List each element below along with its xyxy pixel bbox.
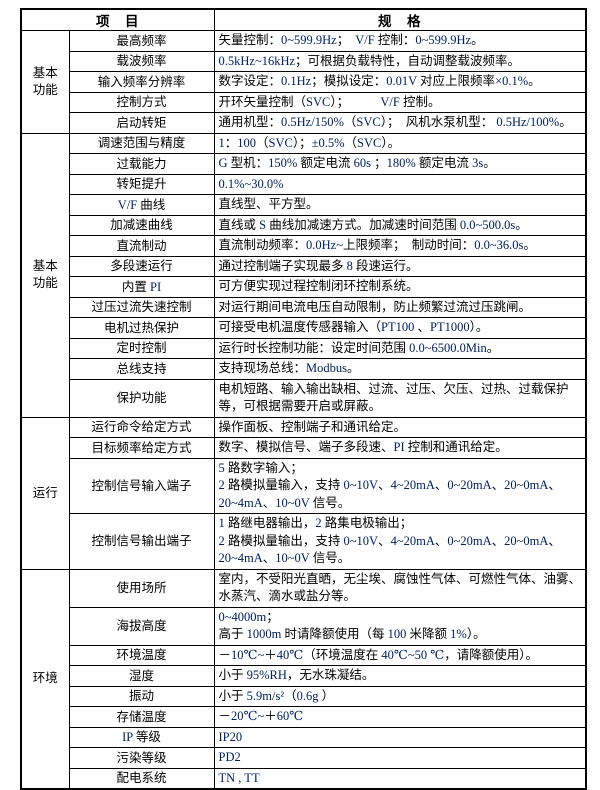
- spec-humidity: 小于 95%RH，无水珠凝结。: [213, 665, 587, 687]
- spec-control-output-terminals: 1 路继电器输出，2 路集电极输出； 2 路模拟量输出，支持 0~10V、4~2…: [213, 513, 587, 570]
- spec-vibration: 小于 5.9m/s²（0.6g ）: [213, 685, 587, 707]
- spec-usage-site: 室内，不受阳光直晒，无尘埃、腐蚀性气体、可燃性气体、油雾、水蒸汽、滴水或盐分等。: [213, 568, 587, 608]
- spec-vf-curve: 直线型、平方型。: [213, 194, 587, 216]
- spec-speed-range-accuracy: 1：100（SVC）；±0.5%（SVC）。: [213, 132, 587, 154]
- category-basic-functions-2: 基本功能: [20, 132, 70, 418]
- spec-control-input-terminals: 5 路数字输入； 2 路模拟量输入，支持 0~10V、4~20mA、0~20mA…: [213, 457, 587, 514]
- spec-accel-decel-curve: 直线或 S 曲线加减速方式。加减速时间范围 0.0~500.0s。: [213, 214, 587, 236]
- spec-torque-boost: 0.1%~30.0%: [213, 173, 587, 195]
- item-stall-control: 过压过流失速控制: [68, 296, 215, 318]
- item-input-frequency-resolution: 输入频率分辨率: [68, 71, 215, 93]
- spec-input-frequency-resolution: 数字设定：0.1Hz；模拟设定：0.01V 对应上限频率×0.1%。: [213, 71, 587, 93]
- spec-max-frequency: 矢量控制：0~599.9Hz； V/F 控制：0~599.9Hz。: [213, 30, 587, 52]
- category-basic-functions-1: 基本功能: [20, 30, 70, 134]
- item-torque-boost: 转矩提升: [68, 173, 215, 195]
- spec-ambient-temperature: －10℃~＋40℃（环境温度在 40℃~50 ℃，请降额使用）。: [213, 644, 587, 666]
- spec-overload-capacity: G 型机：150% 额定电流 60s ；180% 额定电流 3s。: [213, 153, 587, 175]
- item-motor-overheat-protection: 电机过热保护: [68, 317, 215, 339]
- item-ambient-temperature: 环境温度: [68, 644, 215, 666]
- spec-protection-functions: 电机短路、输入输出缺相、过流、过压、欠压、过热、过载保护等，可根据需要开启或屏蔽…: [213, 378, 587, 418]
- item-control-mode: 控制方式: [68, 91, 215, 113]
- item-accel-decel-curve: 加减速曲线: [68, 214, 215, 236]
- header-spec-column: 规 格: [213, 8, 587, 31]
- item-starting-torque: 启动转矩: [68, 112, 215, 134]
- item-speed-range-accuracy: 调速范围与精度: [68, 132, 215, 154]
- item-control-output-terminals: 控制信号输出端子: [68, 513, 215, 570]
- category-operation: 运行: [20, 416, 70, 570]
- spec-stall-control: 对运行期间电流电压自动限制，防止频繁过流过压跳闸。: [213, 296, 587, 318]
- item-usage-site: 使用场所: [68, 568, 215, 608]
- spec-run-command-source: 操作面板、控制端子和通讯给定。: [213, 416, 587, 438]
- spec-motor-overheat-protection: 可接受电机温度传感器输入（PT100 、PT1000）。: [213, 317, 587, 339]
- spec-carrier-frequency: 0.5kHz~16kHz；可根据负载特性，自动调整载波频率。: [213, 50, 587, 72]
- spec-multi-speed-operation: 通过控制端子实现最多 8 段速运行。: [213, 255, 587, 277]
- item-bus-support: 总线支持: [68, 358, 215, 380]
- item-altitude: 海拔高度: [68, 606, 215, 646]
- spec-dc-braking: 直流制动频率：0.0Hz~上限频率； 制动时间：0.0~36.0s。: [213, 235, 587, 257]
- spec-power-distribution-system: TN , TT: [213, 767, 587, 790]
- item-vibration: 振动: [68, 685, 215, 707]
- item-run-command-source: 运行命令给定方式: [68, 416, 215, 438]
- spec-control-mode: 开环矢量控制（SVC）； V/F 控制。: [213, 91, 587, 113]
- item-protection-functions: 保护功能: [68, 378, 215, 418]
- item-target-frequency-source: 目标频率给定方式: [68, 437, 215, 459]
- item-dc-braking: 直流制动: [68, 235, 215, 257]
- item-vf-curve: V/F 曲线: [68, 194, 215, 216]
- spec-ip-rating: IP20: [213, 726, 587, 748]
- spec-target-frequency-source: 数字、模拟信号、端子多段速、PI 控制和通讯给定。: [213, 437, 587, 459]
- spec-table: 项 目 规 格 基本功能 最高频率 矢量控制：0~599.9Hz； V/F 控制…: [20, 8, 587, 790]
- item-humidity: 湿度: [68, 665, 215, 687]
- item-max-frequency: 最高频率: [68, 30, 215, 52]
- document-page: { "colors": { "latin_text": "#002060", "…: [20, 8, 587, 790]
- item-control-input-terminals: 控制信号输入端子: [68, 457, 215, 514]
- item-overload-capacity: 过载能力: [68, 153, 215, 175]
- item-carrier-frequency: 载波频率: [68, 50, 215, 72]
- item-built-in-pi: 内置 PI: [68, 276, 215, 298]
- spec-pollution-degree: PD2: [213, 747, 587, 769]
- item-multi-speed-operation: 多段速运行: [68, 255, 215, 277]
- spec-altitude: 0~4000m； 高于 1000m 时请降额使用（每 100 米降额 1%）。: [213, 606, 587, 646]
- item-storage-temperature: 存储温度: [68, 706, 215, 728]
- category-environment: 环境: [20, 568, 70, 790]
- header-item-column: 项 目: [20, 8, 215, 31]
- item-ip-rating: IP 等级: [68, 726, 215, 748]
- item-timing-control: 定时控制: [68, 337, 215, 359]
- item-pollution-degree: 污染等级: [68, 747, 215, 769]
- spec-storage-temperature: －20℃~＋60℃: [213, 706, 587, 728]
- spec-timing-control: 运行时长控制功能：设定时间范围 0.0~6500.0Min。: [213, 337, 587, 359]
- spec-starting-torque: 通用机型：0.5Hz/150%（SVC）； 风机水泵机型： 0.5Hz/100%…: [213, 112, 587, 134]
- item-power-distribution-system: 配电系统: [68, 767, 215, 790]
- spec-built-in-pi: 可方便实现过程控制闭环控制系统。: [213, 276, 587, 298]
- spec-bus-support: 支持现场总线：Modbus。: [213, 358, 587, 380]
